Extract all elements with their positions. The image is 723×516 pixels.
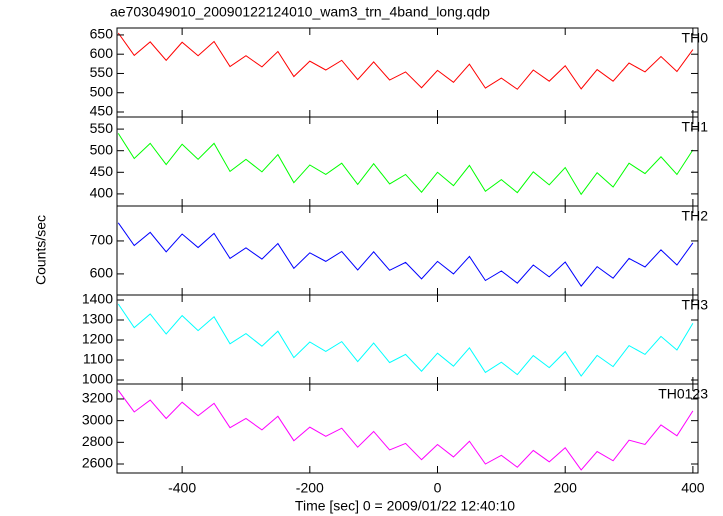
legend-label: TH1: [682, 119, 709, 135]
y-tick-label: 400: [90, 185, 114, 201]
data-line: [117, 303, 694, 377]
y-tick-label: 2800: [82, 433, 113, 449]
legend-label: TH0: [682, 30, 709, 46]
chart-title: ae703049010_20090122124010_wam3_trn_4ban…: [110, 4, 490, 20]
x-tick-label: 400: [681, 480, 705, 496]
y-tick-label: 1000: [82, 371, 113, 387]
y-tick-label: 1200: [82, 331, 113, 347]
y-tick-label: 600: [90, 45, 114, 61]
y-axis-label: Counts/sec: [33, 215, 49, 285]
data-line: [117, 222, 694, 287]
x-tick-label: 0: [434, 480, 442, 496]
y-tick-label: 1400: [82, 291, 113, 307]
y-tick-label: 1100: [83, 351, 113, 367]
y-tick-label: 600: [90, 265, 114, 281]
panel-frame: [116, 205, 699, 296]
y-tick-label: 700: [90, 232, 114, 248]
y-tick-label: 500: [90, 141, 114, 157]
panel-frame: [116, 294, 699, 385]
y-tick-label: 500: [90, 83, 114, 99]
x-tick-label: -400: [168, 480, 196, 496]
legend-label: TH2: [682, 208, 709, 224]
y-tick-label: 1300: [82, 311, 113, 327]
y-tick-label: 2600: [82, 455, 113, 471]
data-line: [117, 32, 694, 90]
x-tick-label: -200: [296, 480, 324, 496]
data-line: [117, 133, 694, 196]
y-tick-label: 3200: [82, 390, 113, 406]
panel-frame: [116, 383, 699, 474]
y-tick-label: 450: [90, 103, 114, 119]
legend-label: TH3: [682, 297, 709, 313]
x-tick-label: 200: [554, 480, 578, 496]
y-tick-label: 550: [90, 64, 114, 80]
data-line: [117, 389, 694, 471]
x-axis-label: Time [sec] 0 = 2009/01/22 12:40:10: [295, 498, 515, 514]
legend-label: TH0123: [658, 386, 708, 402]
y-tick-label: 650: [90, 26, 114, 42]
panel-frame: [116, 116, 699, 207]
y-tick-label: 550: [90, 120, 114, 136]
y-tick-label: 3000: [82, 411, 113, 427]
y-tick-label: 450: [90, 163, 114, 179]
panel-frame: [116, 27, 699, 118]
